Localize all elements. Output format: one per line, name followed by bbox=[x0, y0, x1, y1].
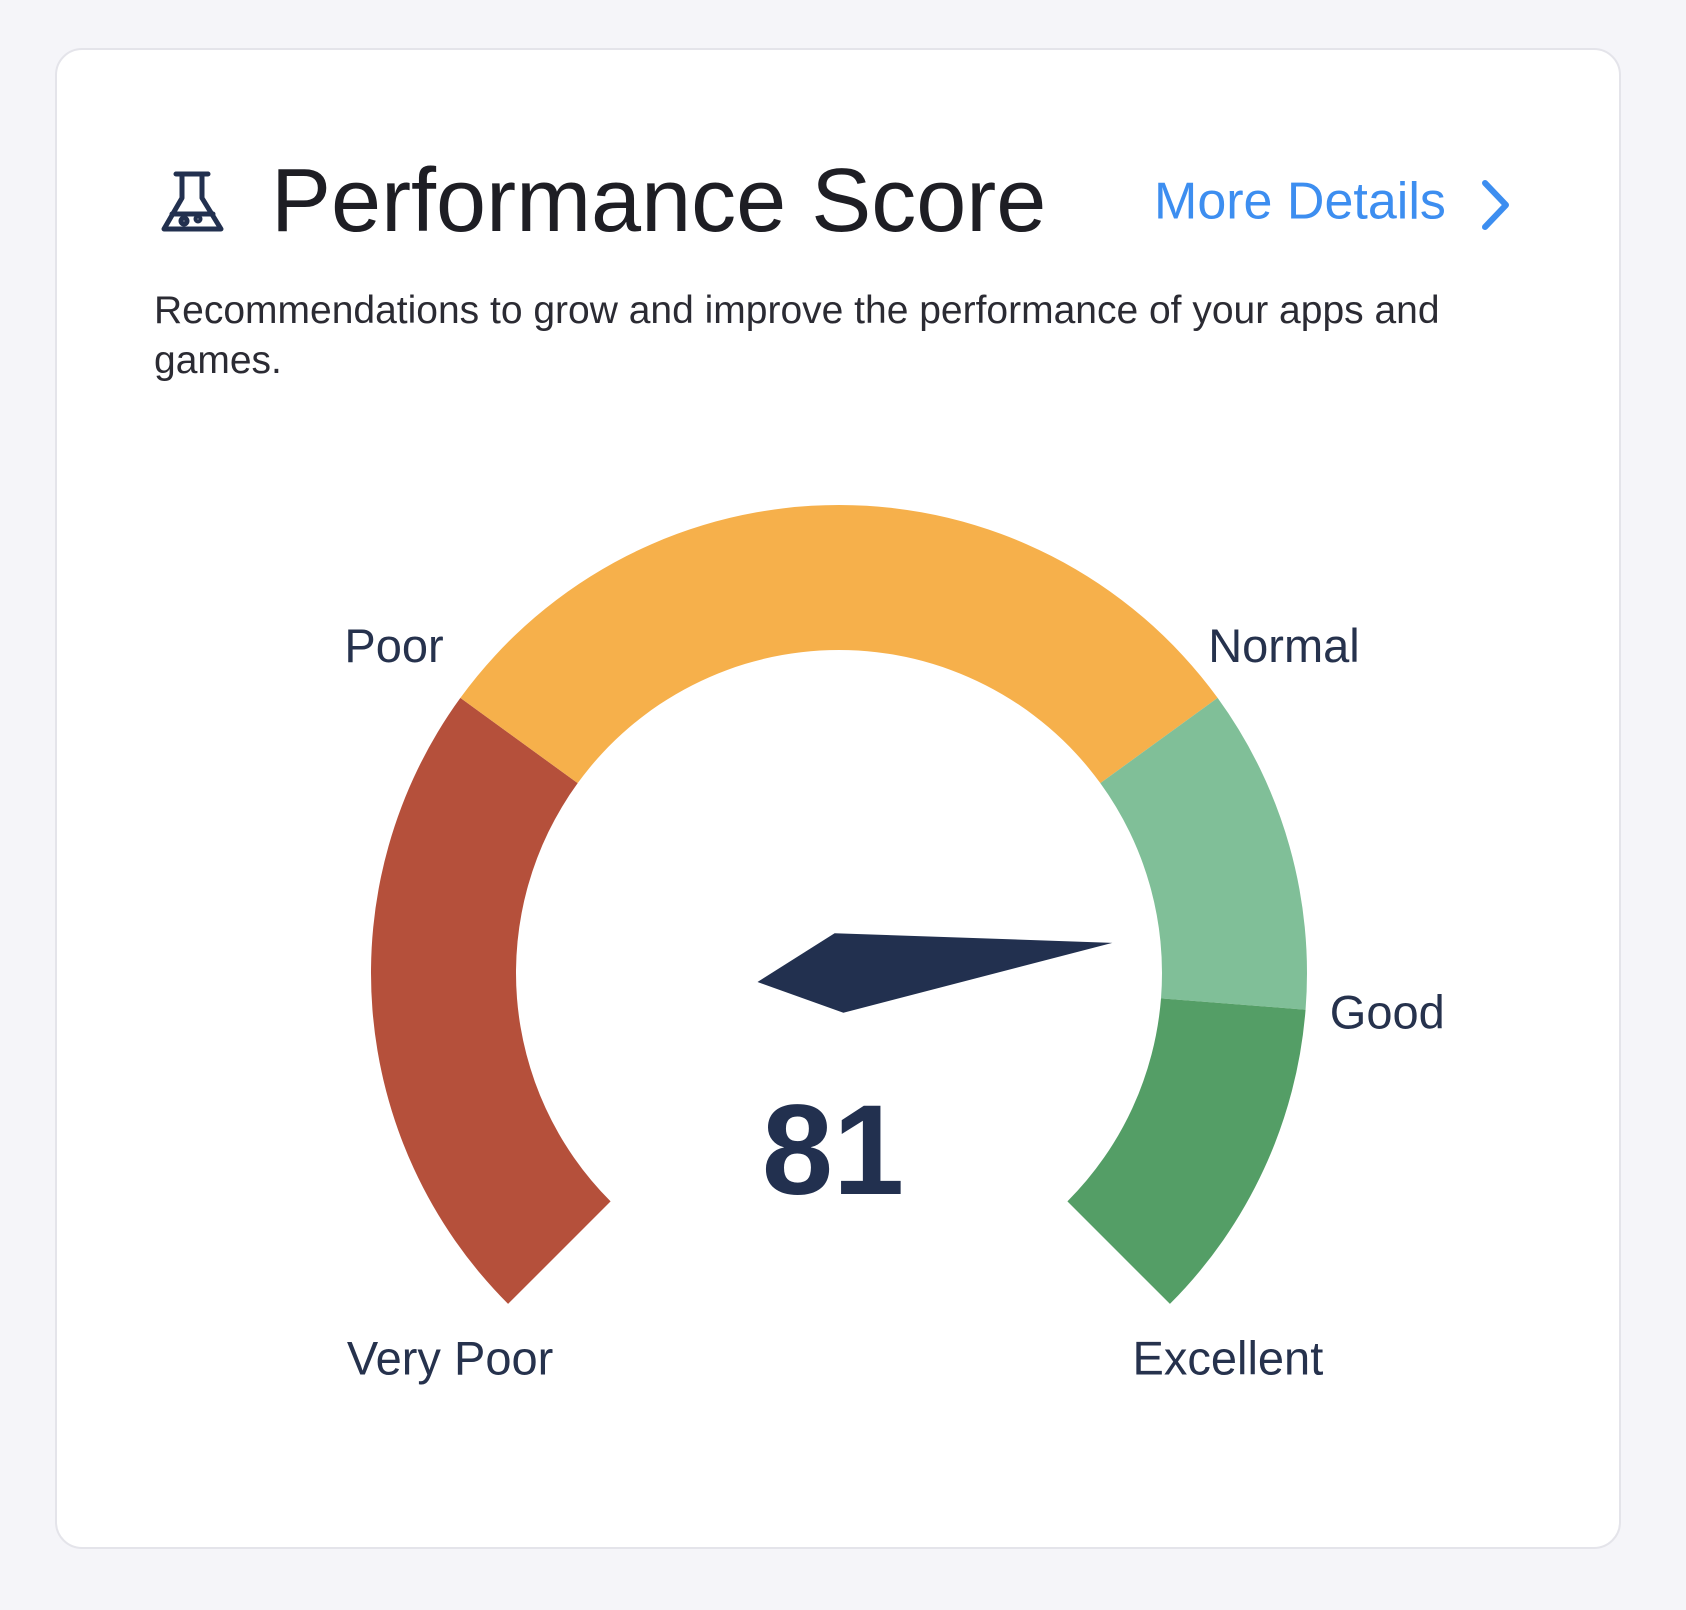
gauge-band bbox=[1100, 697, 1308, 1010]
chart-title: Performance Score bbox=[271, 151, 1046, 251]
gauge-band bbox=[370, 697, 611, 1304]
more-details-link[interactable]: More Details bbox=[1154, 173, 1446, 231]
flask-icon bbox=[161, 171, 224, 232]
threshold-label: Poor bbox=[344, 619, 443, 672]
threshold-label: Excellent bbox=[1133, 1331, 1324, 1384]
threshold-label: Good bbox=[1330, 986, 1445, 1039]
threshold-label: Normal bbox=[1208, 619, 1359, 672]
chevron-icon[interactable] bbox=[1482, 180, 1509, 230]
threshold-label: Very Poor bbox=[347, 1331, 553, 1384]
subtitle: Recommendations to grow and improve the … bbox=[154, 289, 1440, 382]
card bbox=[55, 48, 1621, 1549]
gauge-band bbox=[1067, 998, 1306, 1304]
needle bbox=[757, 933, 1113, 1013]
gauge-band bbox=[460, 505, 1218, 784]
gauge-value: 81 bbox=[762, 1079, 904, 1222]
